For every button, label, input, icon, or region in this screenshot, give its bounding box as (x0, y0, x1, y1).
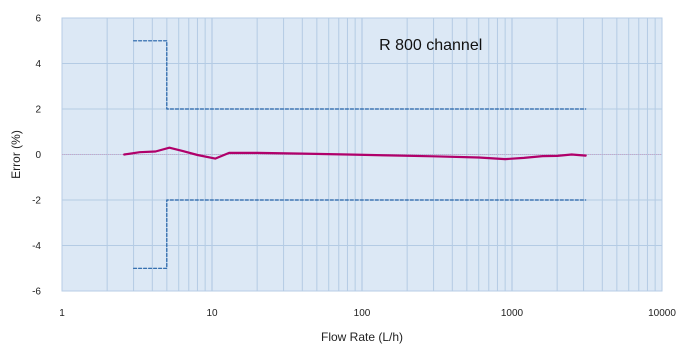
y-axis-title: Error (%) (9, 130, 23, 179)
x-axis-title: Flow Rate (L/h) (321, 330, 403, 344)
y-tick-label: 2 (35, 105, 41, 116)
y-tick-label: -6 (32, 287, 41, 298)
error-curve-line (123, 146, 587, 161)
lower-limit-line (133, 199, 587, 269)
y-tick-label: -2 (32, 196, 41, 207)
upper-limit-line (133, 40, 587, 110)
y-tick-label: 4 (35, 59, 41, 70)
labels-group: 1 10 100 1000 10000 6 4 2 0 -2 -4 -6 (32, 14, 676, 320)
x-tick-label: 100 (354, 308, 371, 319)
x-tick-label: 1 (59, 308, 65, 319)
x-tick-label: 1000 (501, 308, 524, 319)
x-tick-label: 10000 (648, 308, 676, 319)
series-group (123, 40, 587, 269)
x-tick-label: 10 (206, 308, 218, 319)
annotation-label: R 800 channel (379, 37, 482, 54)
y-tick-label: -4 (32, 241, 41, 252)
y-tick-label: 0 (35, 150, 41, 161)
y-tick-label: 6 (35, 14, 41, 25)
